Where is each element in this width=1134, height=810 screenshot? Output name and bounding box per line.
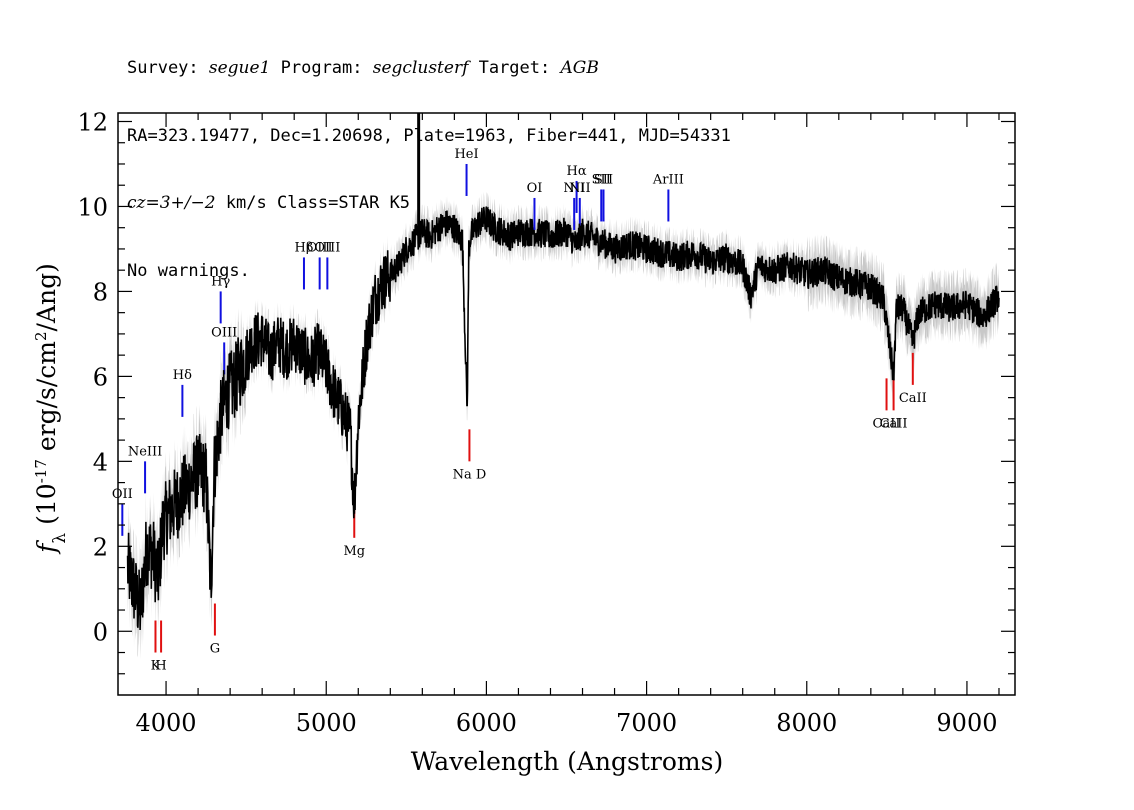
header-line-redshift: cz=3+/−2 km/s Class=STAR K5 bbox=[127, 192, 731, 215]
axis-tick-labels: 4000 5000 6000 7000 8000 9000 0 2 4 6 8 10 12 bbox=[77, 108, 997, 737]
absorption-label-k: K bbox=[151, 659, 161, 674]
error-band-area bbox=[127, 191, 1000, 660]
y-tick-label: 6 bbox=[93, 363, 108, 391]
x-tick-label: 7000 bbox=[616, 709, 677, 737]
spectrum-header: Survey: segue1 Program: segclusterf Targ… bbox=[127, 12, 731, 305]
x-axis-label: Wavelength (Angstroms) bbox=[411, 747, 723, 776]
emission-label-hei: HeI bbox=[454, 147, 478, 162]
emission-label-h: Hβ bbox=[295, 240, 314, 255]
y-tick-label: 8 bbox=[93, 278, 108, 306]
emission-label-h: Hδ bbox=[173, 368, 192, 383]
class-text: km/s Class=STAR K5 bbox=[215, 193, 411, 213]
redshift-value: cz=3+/−2 bbox=[127, 193, 216, 213]
error-band bbox=[127, 191, 1000, 660]
y-tick-label: 2 bbox=[93, 533, 108, 561]
axis-ticks bbox=[118, 113, 1015, 695]
target-name: AGB bbox=[560, 58, 599, 78]
header-line-coordinates: RA=323.19477, Dec=1.20698, Plate=1963, F… bbox=[127, 125, 731, 146]
absorption-label-mg: Mg bbox=[343, 544, 365, 559]
y-tick-label: 4 bbox=[93, 448, 108, 476]
x-tick-label: 4000 bbox=[136, 709, 197, 737]
emission-label-h: Hα bbox=[567, 164, 587, 179]
absorption-label-caii: CaII bbox=[873, 416, 901, 431]
absorption-label-h: H bbox=[155, 659, 166, 674]
absorption-label-caii: CaII bbox=[899, 391, 927, 406]
absorption-label-caii: CaII bbox=[880, 416, 908, 431]
spectrum-series bbox=[126, 113, 1000, 631]
y-tick-label: 0 bbox=[93, 618, 108, 646]
emission-label-neiii: NeIII bbox=[128, 444, 162, 459]
x-tick-label: 8000 bbox=[776, 709, 837, 737]
plot-frame bbox=[117, 112, 1016, 696]
emission-label-oiii: OIII bbox=[307, 240, 333, 255]
emission-label-oiii: OIII bbox=[211, 325, 237, 340]
header-line-warnings: No warnings. bbox=[127, 260, 250, 281]
spectrum-line bbox=[126, 206, 1000, 631]
emission-label-oiii: OIII bbox=[314, 240, 340, 255]
x-tick-label: 5000 bbox=[296, 709, 357, 737]
program-name: segclusterf bbox=[372, 58, 469, 78]
emission-label-nii: NII bbox=[569, 181, 591, 196]
absorption-label-g: G bbox=[210, 642, 220, 657]
absorption-label-na-d: Na D bbox=[453, 467, 487, 482]
emission-label-h: Hγ bbox=[211, 274, 230, 289]
emission-label-nii: NII bbox=[563, 181, 585, 196]
emission-label-oii: OII bbox=[112, 487, 133, 502]
x-tick-label: 6000 bbox=[456, 709, 517, 737]
x-tick-label: 9000 bbox=[936, 709, 997, 737]
survey-name: segue1 bbox=[208, 58, 271, 78]
emission-label-sii: SII bbox=[594, 172, 613, 187]
emission-label-oi: OI bbox=[527, 181, 543, 196]
y-tick-label: 12 bbox=[77, 108, 108, 136]
emission-label-sii: SII bbox=[592, 172, 611, 187]
emission-label-ariii: ArIII bbox=[652, 172, 684, 187]
y-axis-label: fλ (10-17 erg/s/cm2/Ang) bbox=[32, 263, 70, 555]
y-tick-label: 10 bbox=[77, 193, 108, 221]
header-line-survey: Survey: segue1 Program: segclusterf Targ… bbox=[127, 58, 599, 78]
